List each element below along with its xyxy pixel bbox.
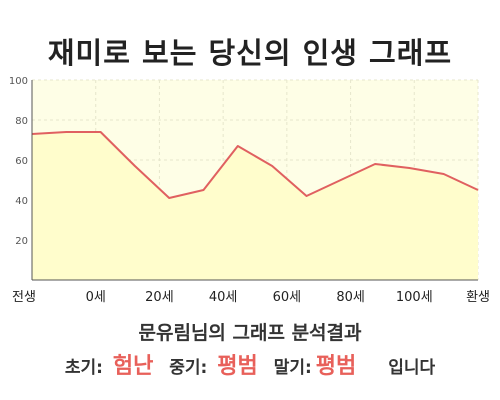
x-tick-label: 40세 <box>209 290 238 305</box>
y-tick-label: 80 <box>15 116 28 127</box>
y-tick-label: 60 <box>15 156 28 167</box>
y-tick-label: 100 <box>9 76 28 87</box>
x-tick-label: 60세 <box>273 290 302 305</box>
x-tick-label: 전생 <box>12 290 36 305</box>
y-tick-label: 40 <box>15 196 28 207</box>
result-suffix: 입니다 <box>388 358 436 378</box>
series-line <box>31 131 479 199</box>
x-tick-label: 100세 <box>396 290 433 305</box>
early-label: 초기: <box>64 358 103 378</box>
page-title: 재미로 보는 당신의 인생 그래프 <box>47 36 453 70</box>
late-value: 평범 <box>315 354 357 379</box>
result-heading: 문유림님의 그래프 분석결과 <box>138 322 362 344</box>
middle-label: 중기: <box>169 358 208 378</box>
late-label: 말기: <box>273 358 312 378</box>
middle-value: 평범 <box>217 354 258 379</box>
result-summary: 초기: 험난 중기: 평범 말기: 평범 입니다 <box>0 348 500 380</box>
x-tick-label: 20세 <box>145 290 174 305</box>
x-tick-label: 80세 <box>336 290 365 305</box>
y-tick-labels: 20 40 60 80 100 <box>9 76 28 247</box>
x-tick-label: 0세 <box>86 290 106 305</box>
y-tick-label: 20 <box>15 236 28 247</box>
x-tick-labels: 전생 0세 20세 40세 60세 80세 100세 환생 <box>12 290 490 305</box>
early-value: 험난 <box>112 354 154 379</box>
x-tick-label: 환생 <box>466 290 490 305</box>
